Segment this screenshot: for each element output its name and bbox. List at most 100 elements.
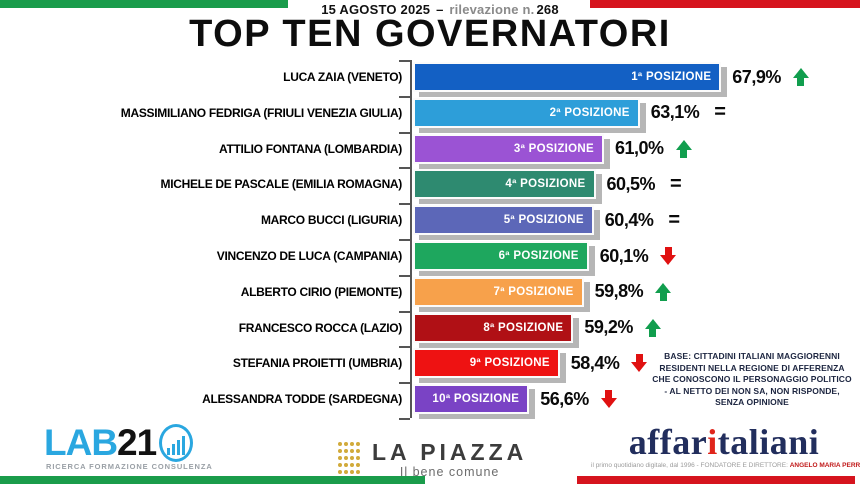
bar: 1ª POSIZIONE [413,62,722,92]
governor-label: ALBERTO CIRIO (PIEMONTE) [240,284,403,299]
value-label: 60,4% [604,209,654,230]
chart-row: FRANCESCO ROCCA (LAZIO) 8ª POSIZIONE 59,2% [0,312,860,349]
value-group: 58,4% [571,348,648,378]
bar: 2ª POSIZIONE [413,97,640,128]
value-label: 63,1% [650,102,700,123]
position-badge: 1ª POSIZIONE [631,71,712,83]
value-group: 63,1% = [651,98,726,128]
governor-label: MARCO BUCCI (LIGURIA) [260,213,402,228]
flag-stripe-green-top [0,0,288,8]
chart-axis [410,60,412,418]
bar: 5ª POSIZIONE [413,205,594,236]
value-group: 59,8% [595,277,672,307]
bar: 10ª POSIZIONE [413,384,530,415]
affari-part2: taliani [717,422,820,462]
flag-stripe-red-bottom [577,476,855,484]
axis-tick [399,239,410,241]
lab21-tagline: RICERCA FORMAZIONE CONSULENZA [46,462,213,471]
bar: 8ª POSIZIONE [413,312,574,343]
trend-up-icon [792,68,809,86]
value-label: 58,4% [570,352,620,373]
chart-row: ALBERTO CIRIO (PIEMONTE) 7ª POSIZIONE 59,8… [0,276,860,313]
lab21-name-21: 21 [117,422,157,463]
value-group: 60,1% [600,241,677,271]
affari-tagline-director: ANGELO MARIA PERRINO [789,462,860,469]
bar: 3ª POSIZIONE [413,133,604,164]
governor-label: STEFANIA PROIETTI (UMBRIA) [232,356,402,371]
survey-dateline: 15 AGOSTO 2025 – rilevazione n. 268 [250,2,630,17]
position-badge: 2ª POSIZIONE [549,106,630,119]
methodology-note: BASE: CITTADINI ITALIANI MAGGIORENNI RES… [652,351,852,407]
trend-equal-icon: = [670,172,682,195]
value-label: 60,5% [606,173,656,194]
trend-down-icon [631,354,648,373]
chart-row: LUCA ZAIA (VENETO) 1ª POSIZIONE 67,9% [0,62,860,98]
flag-stripe-red-top [590,0,860,8]
flag-stripe-green-bottom [0,476,425,484]
value-label: 61,0% [615,138,664,159]
value-group: 61,0% [615,134,692,164]
bar: 9ª POSIZIONE [413,348,560,379]
trend-up-icon [675,139,692,158]
governor-label: LUCA ZAIA (VENETO) [283,70,402,84]
affari-part1: affar [628,422,708,462]
value-group: 60,4% = [605,205,680,235]
axis-tick [399,203,410,206]
chart-row: VINCENZO DE LUCA (CAMPANIA) 6ª POSIZIONE 6… [0,241,860,277]
axis-tick [399,382,410,385]
axis-tick [399,418,410,420]
bar: 6ª POSIZIONE [413,241,589,271]
trend-up-icon [644,318,661,337]
value-label: 56,6% [540,388,589,409]
survey-label: rilevazione n. [449,2,535,17]
position-badge: 8ª POSIZIONE [483,321,564,334]
axis-tick [399,346,410,349]
chart-row: STEFANIA PROIETTI (UMBRIA) 9ª POSIZIONE 58… [0,348,860,384]
governor-label: ALESSANDRA TODDE (SARDEGNA) [202,392,402,407]
bar-chart-circle-icon [159,424,194,462]
gold-dots-grid-icon [338,442,362,479]
lapiazza-tagline: Il bene comune [399,465,500,479]
position-badge: 3ª POSIZIONE [513,142,594,155]
trend-equal-icon: = [714,101,726,124]
governor-label: ATTILIO FONTANA (LOMBARDIA) [219,141,402,156]
governor-label: MICHELE DE PASCALE (EMILIA ROMAGNA) [160,177,403,192]
affaritaliani-wordmark: affaritaliani [591,424,857,460]
axis-tick [399,310,410,313]
chart: LUCA ZAIA (VENETO) 1ª POSIZIONE 67,9% MASSI… [0,60,860,424]
axis-tick [399,167,410,170]
axis-tick [399,60,410,62]
bar: 7ª POSIZIONE [413,276,584,307]
position-badge: 9ª POSIZIONE [469,357,550,370]
chart-row: MARCO BUCCI (LIGURIA) 5ª POSIZIONE 60,4% = [0,205,860,241]
bar: 4ª POSIZIONE [413,169,596,200]
axis-tick [399,131,410,134]
value-label: 67,9% [732,66,781,87]
lapiazza-name: LA PIAZZA [372,439,528,465]
survey-number: 268 [536,2,559,17]
governor-label: MASSIMILIANO FEDRIGA (FRIULI VENEZIA GIU… [120,105,403,120]
value-group: 56,6% [540,384,617,414]
value-label: 59,2% [584,317,633,338]
axis-tick [399,95,410,98]
chart-row: ATTILIO FONTANA (LOMBARDIA) 3ª POSIZIONE 6… [0,133,860,170]
lab21-logo: LAB21 [44,422,194,463]
trend-down-icon [660,247,677,265]
value-label: 59,8% [594,281,644,302]
governor-label: FRANCESCO ROCCA (LAZIO) [238,320,403,335]
trend-down-icon [600,390,617,409]
dateline-separator: – [436,2,444,17]
position-badge: 7ª POSIZIONE [493,285,574,298]
value-group: 59,2% [584,313,661,343]
position-badge: 10ª POSIZIONE [432,393,520,406]
value-group: 60,5% = [607,169,682,199]
lab21-wordmark: LAB21 [44,422,157,463]
position-badge: 5ª POSIZIONE [503,214,584,227]
survey-date: 15 AGOSTO 2025 [321,2,431,17]
value-group: 67,9% [732,62,809,92]
trend-up-icon [655,282,672,301]
chart-row: MASSIMILIANO FEDRIGA (FRIULI VENEZIA GIU… [0,97,860,134]
affaritaliani-tagline: il primo quotidiano digitale, dal 1996 -… [591,462,860,469]
chart-row: MICHELE DE PASCALE (EMILIA ROMAGNA) 4ª PO… [0,169,860,205]
